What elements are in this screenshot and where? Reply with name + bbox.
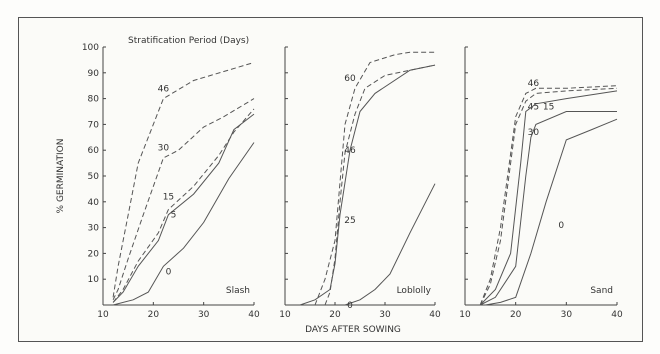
panel-label: Loblolly	[397, 286, 432, 296]
series-label-30: 30	[158, 144, 170, 154]
series-line-0	[112, 142, 255, 306]
y-tick-label: 50	[88, 172, 100, 182]
panel-label: Slash	[226, 286, 250, 296]
y-tick-label: 20	[88, 249, 100, 259]
series-line-60	[314, 51, 435, 306]
series-line-45	[479, 87, 618, 306]
series-label-15: 15	[543, 102, 554, 112]
series-label-30: 30	[528, 128, 540, 138]
y-tick-label: 90	[88, 69, 100, 79]
series-line-30	[112, 98, 255, 301]
x-tick-label: 20	[510, 310, 522, 320]
legend-title: Stratification Period (Days)	[128, 36, 249, 46]
panel-sand: 10 20 30 40 46 45 15 30 0 Sand	[459, 46, 623, 320]
series-label-46: 46	[158, 84, 170, 94]
series-label-25: 25	[344, 216, 355, 226]
series-label-0: 0	[347, 301, 353, 311]
x-tick-label: 30	[561, 310, 573, 320]
x-tick-label: 40	[248, 310, 260, 320]
x-tick-label: 40	[429, 310, 441, 320]
series-line-0	[344, 183, 436, 306]
x-tick-label: 20	[329, 310, 341, 320]
x-tick-label: 40	[611, 310, 623, 320]
y-tick-label: 70	[88, 120, 100, 130]
y-tick-label: 10	[88, 275, 100, 285]
series-line-25	[299, 64, 436, 306]
x-tick-label: 10	[97, 310, 109, 320]
y-tick-label: 60	[88, 146, 100, 156]
y-tick-label: 80	[88, 95, 100, 105]
series-line-30	[479, 111, 617, 306]
series-label-5: 5	[171, 211, 177, 221]
x-axis-label: DAYS AFTER SOWING	[305, 325, 401, 335]
x-tick-label: 10	[279, 310, 291, 320]
series-label-0: 0	[166, 267, 172, 277]
series-line-5	[112, 113, 255, 303]
series-line-46	[324, 64, 436, 306]
y-tick-label: 100	[82, 43, 99, 53]
series-label-45: 45	[528, 102, 539, 112]
x-tick-label: 10	[459, 310, 471, 320]
series-label-15: 15	[163, 193, 174, 203]
x-tick-label: 20	[148, 310, 160, 320]
series-line-0	[485, 118, 618, 306]
series-label-46: 46	[528, 79, 540, 89]
y-tick-label: 30	[88, 224, 100, 234]
series-line-46	[479, 85, 618, 306]
series-label-0: 0	[558, 221, 564, 231]
series-line-46	[112, 62, 255, 298]
x-tick-label: 30	[379, 310, 391, 320]
y-tick-label: 40	[88, 198, 100, 208]
panel-label: Sand	[590, 286, 613, 296]
x-tick-label: 30	[198, 310, 210, 320]
series-label-60: 60	[344, 74, 356, 84]
series-line-15	[479, 90, 618, 306]
y-axis-label: % GERMINATION	[56, 139, 66, 214]
